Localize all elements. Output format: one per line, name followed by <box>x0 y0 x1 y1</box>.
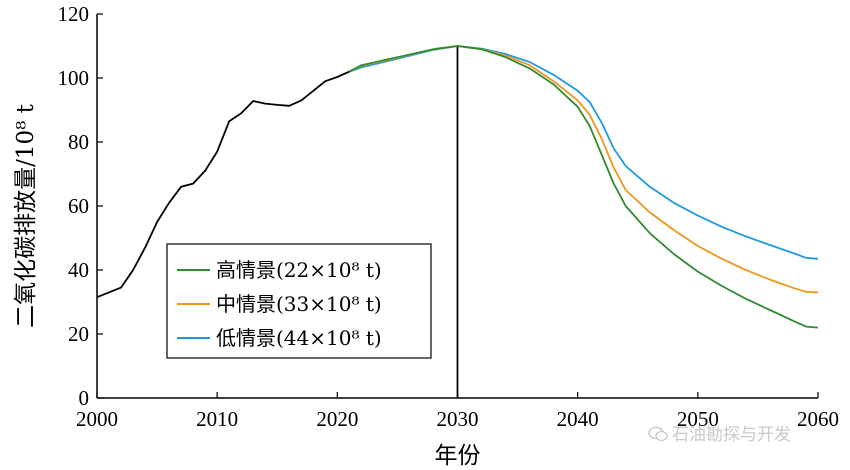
x-tick-label: 2000 <box>76 407 118 431</box>
y-tick-label: 60 <box>68 194 89 218</box>
y-tick-label: 100 <box>58 66 90 90</box>
x-tick-label: 2060 <box>797 407 839 431</box>
y-axis-title: 二氧化碳排放量/10⁸ t <box>13 103 39 328</box>
history-line <box>96 70 350 299</box>
y-tick-label: 0 <box>79 386 90 410</box>
series-line <box>348 45 819 329</box>
series-lines <box>96 45 819 329</box>
x-tick-label: 2040 <box>557 407 599 431</box>
y-tick-label: 80 <box>68 130 89 154</box>
x-tick-label: 2020 <box>316 407 358 431</box>
legend-label: 中情景(33×10⁸ t) <box>216 292 382 316</box>
y-tick-label: 120 <box>58 2 90 26</box>
legend-box <box>166 243 432 359</box>
series-line <box>349 45 819 260</box>
watermark-text: 石油勘探与开发 <box>672 425 791 445</box>
y-tick-label: 20 <box>68 322 89 346</box>
watermark: 石油勘探与开发 <box>648 420 791 445</box>
legend-label: 低情景(44×10⁸ t) <box>216 326 382 350</box>
legend: 高情景(22×10⁸ t) 中情景(33×10⁸ t) 低情景(44×10⁸ t) <box>166 243 432 359</box>
x-tick-label: 2010 <box>196 407 238 431</box>
x-axis-title: 年份 <box>435 443 481 469</box>
x-tick-label: 2030 <box>437 407 479 431</box>
wechat-icon <box>648 426 668 442</box>
x-tick-label: 2050 <box>677 407 719 431</box>
legend-label: 高情景(22×10⁸ t) <box>216 258 382 282</box>
y-tick-label: 40 <box>68 258 89 282</box>
